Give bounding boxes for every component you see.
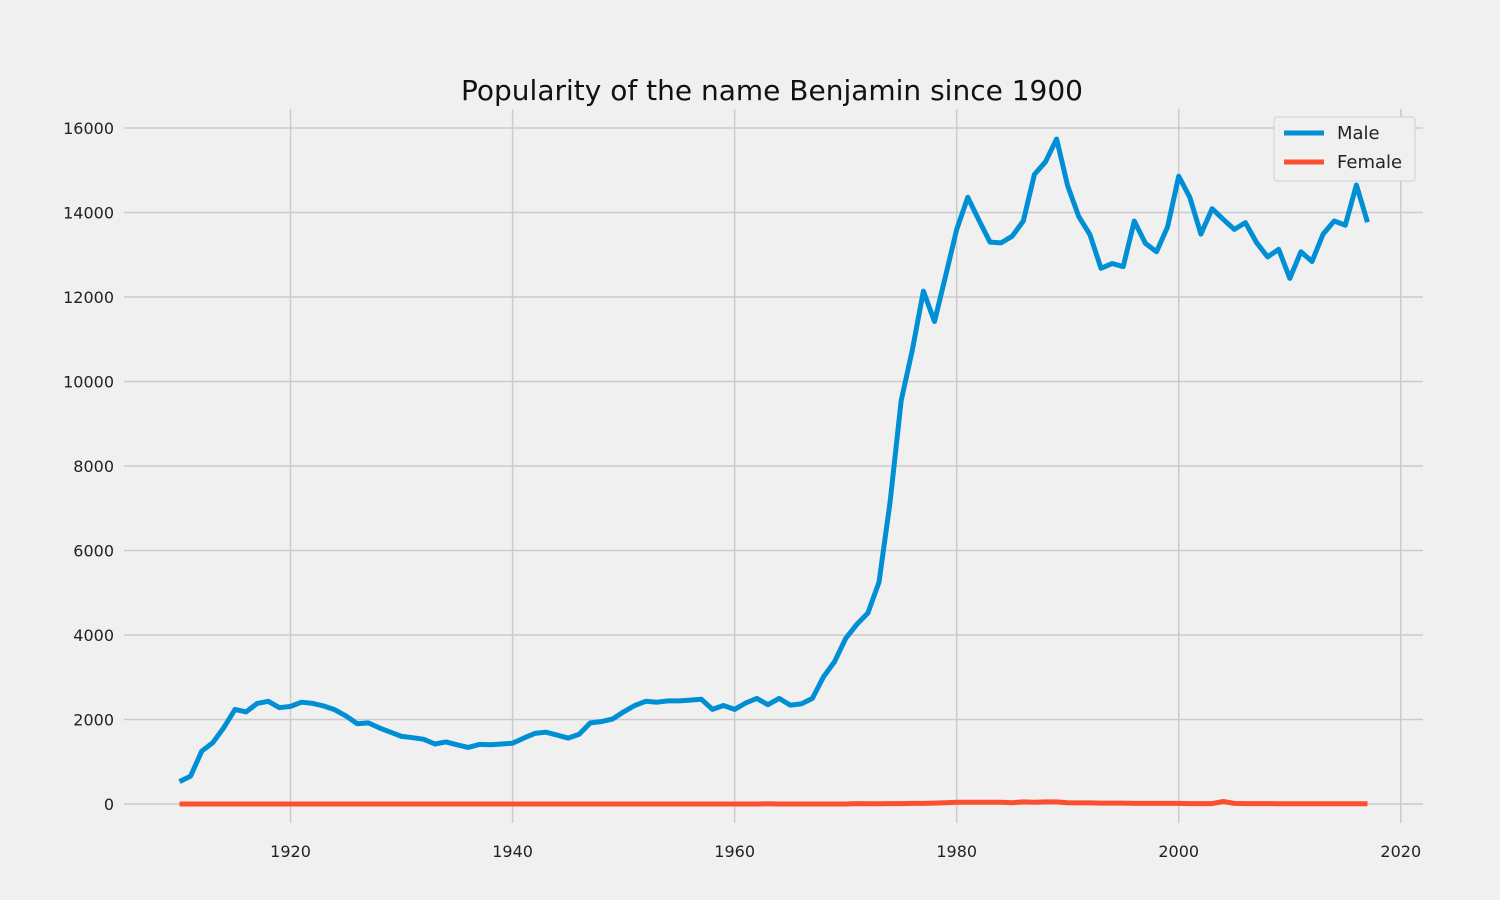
legend-label-male: Male bbox=[1337, 123, 1380, 144]
y-tick-label: 0 bbox=[104, 795, 114, 814]
y-tick-label: 14000 bbox=[63, 204, 114, 223]
chart-title: Popularity of the name Benjamin since 19… bbox=[461, 74, 1083, 107]
x-tick-label: 2020 bbox=[1380, 842, 1421, 861]
x-tick-label: 2000 bbox=[1158, 842, 1199, 861]
x-tick-label: 1920 bbox=[270, 842, 311, 861]
x-tick-label: 1980 bbox=[936, 842, 977, 861]
y-axis-tick-labels: 0 2000 4000 6000 8000 10000 12000 14000 16000 bbox=[63, 119, 114, 814]
y-tick-label: 2000 bbox=[73, 710, 114, 729]
y-tick-label: 12000 bbox=[63, 288, 114, 307]
y-tick-label: 10000 bbox=[63, 373, 114, 392]
series-layer bbox=[178, 136, 1370, 807]
x-tick-label: 1940 bbox=[492, 842, 533, 861]
series-line-female bbox=[179, 799, 1368, 807]
x-axis-tick-labels: 1920 1940 1960 1980 2000 2020 bbox=[270, 842, 1421, 861]
x-tick-label: 1960 bbox=[714, 842, 755, 861]
legend-label-female: Female bbox=[1337, 152, 1402, 173]
y-tick-label: 8000 bbox=[73, 457, 114, 476]
series-line-male bbox=[178, 136, 1370, 784]
grid bbox=[124, 109, 1423, 823]
y-tick-label: 16000 bbox=[63, 119, 114, 138]
legend: Male Female bbox=[1273, 116, 1416, 182]
y-tick-label: 4000 bbox=[73, 626, 114, 645]
y-tick-label: 6000 bbox=[73, 541, 114, 560]
